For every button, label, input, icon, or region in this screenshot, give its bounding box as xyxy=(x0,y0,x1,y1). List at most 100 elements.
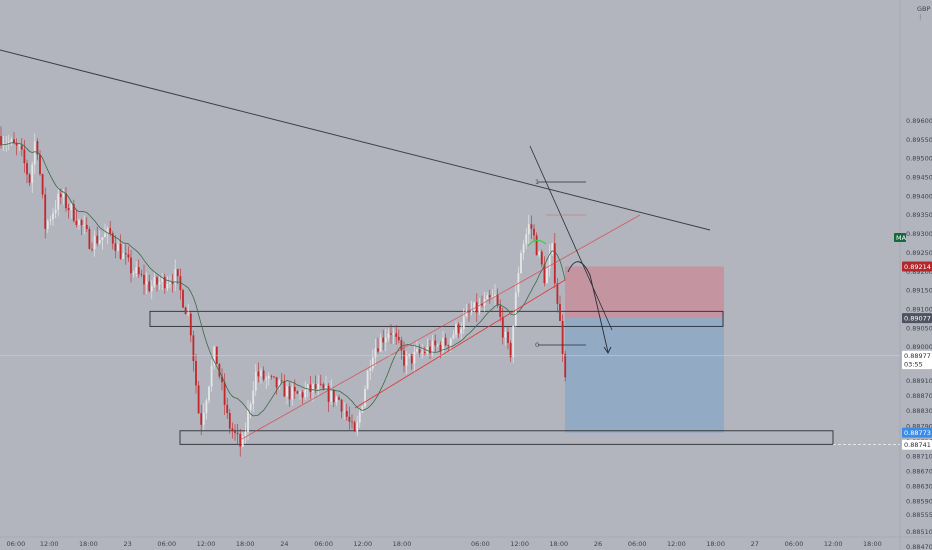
candle-body xyxy=(507,331,509,343)
candle-body xyxy=(171,282,174,284)
candle-body xyxy=(161,276,164,283)
candle-body xyxy=(291,386,294,400)
price-tick-label: 0.88590 xyxy=(906,498,932,506)
candle-body xyxy=(335,397,338,403)
candle-body xyxy=(109,228,112,234)
candle-body xyxy=(306,384,309,391)
candle-body xyxy=(111,233,114,244)
time-tick-label: 27 xyxy=(751,540,759,548)
time-tick-label: 18:00 xyxy=(393,540,412,548)
candle-body xyxy=(447,345,450,347)
candle-body xyxy=(288,386,291,400)
candle-body xyxy=(44,194,47,229)
candle-body xyxy=(283,381,286,397)
candle-body xyxy=(460,328,463,334)
candle-body xyxy=(517,273,520,293)
price-tag-label: 0.88773 xyxy=(904,429,931,437)
candle-body xyxy=(163,276,166,289)
price-tag-label: 0.88741 xyxy=(904,441,931,449)
candle-body xyxy=(356,422,359,432)
candle-body xyxy=(135,267,138,274)
candle-body xyxy=(166,284,169,289)
candle-body xyxy=(72,204,75,221)
candle-body xyxy=(379,337,382,352)
candle-body xyxy=(215,346,218,364)
candle-body xyxy=(153,277,156,287)
candle-body xyxy=(18,145,21,147)
candle-body xyxy=(494,294,496,297)
candle-body xyxy=(205,400,208,414)
candle-body xyxy=(104,233,106,238)
candle-body xyxy=(187,313,190,315)
candle-body xyxy=(556,283,559,304)
candle-body xyxy=(338,397,340,400)
candle-body xyxy=(416,349,418,352)
candle-body xyxy=(423,351,426,353)
candle-body xyxy=(309,384,312,392)
ma-badge xyxy=(894,233,906,242)
time-tick-label: 06:00 xyxy=(785,540,804,548)
trendline-drawings[interactable]: 10 xyxy=(0,49,900,446)
candle-body xyxy=(114,243,117,251)
candle-body xyxy=(75,220,78,225)
settings-dots-icon[interactable]: ⋮ xyxy=(917,13,924,21)
candle-body xyxy=(436,344,439,346)
time-axis[interactable]: 06:00 12:00 18:00 23 06:00 12:00 18:00 24 06:00 1… xyxy=(0,536,932,548)
candle-body xyxy=(117,244,119,251)
candle-body xyxy=(106,228,109,234)
candle-body xyxy=(530,224,533,229)
candle-body xyxy=(301,392,304,398)
candle-body xyxy=(270,375,273,377)
candle-body xyxy=(475,302,478,313)
price-tick-label: 0.89250 xyxy=(906,249,932,257)
moving-average-line xyxy=(0,142,566,417)
time-tick-label: 06:00 xyxy=(628,540,647,548)
descending-trendline xyxy=(0,49,711,231)
candle-body xyxy=(405,355,408,366)
candle-body xyxy=(140,274,143,276)
candle-body xyxy=(137,267,140,275)
arrow-head-icon xyxy=(603,346,612,354)
ma-badge-label: MA xyxy=(896,234,907,242)
candle-body xyxy=(390,333,392,335)
candle-body xyxy=(234,430,236,433)
candle-body xyxy=(304,390,307,398)
support-resistance-zones[interactable] xyxy=(149,310,834,445)
candle-body xyxy=(241,436,244,447)
candle-body xyxy=(195,360,197,386)
candle-body xyxy=(20,145,23,150)
take-profit-zone xyxy=(565,318,724,433)
candle-body xyxy=(538,251,541,256)
candle-body xyxy=(543,264,546,284)
candle-body xyxy=(509,342,512,358)
candle-body xyxy=(130,257,132,274)
candle-body xyxy=(286,386,288,397)
candle-body xyxy=(377,348,379,352)
candle-body xyxy=(169,282,171,285)
price-tick-label: 0.88910 xyxy=(906,377,932,385)
candle-body xyxy=(122,253,125,259)
candle-body xyxy=(403,350,405,366)
time-tick-label: 18:00 xyxy=(863,540,882,548)
candle-body xyxy=(408,354,411,356)
currency-label: GBP xyxy=(917,5,930,13)
candle-body xyxy=(39,154,41,175)
price-tick-label: 0.89350 xyxy=(906,211,932,219)
candle-body xyxy=(488,295,491,298)
candle-body xyxy=(150,286,153,292)
candle-body xyxy=(197,385,200,414)
candle-body xyxy=(36,141,39,155)
candle-body xyxy=(514,292,517,326)
candle-body xyxy=(41,174,44,195)
short-position-tool[interactable] xyxy=(565,266,724,433)
candle-body xyxy=(384,337,387,343)
candle-body xyxy=(439,344,442,352)
candle-body xyxy=(231,428,234,431)
candle-body xyxy=(254,371,257,391)
price-tick-label: 0.89500 xyxy=(906,155,932,163)
candle-body xyxy=(210,365,213,387)
time-tick-label: 18:00 xyxy=(549,540,568,548)
candle-body xyxy=(348,416,351,422)
candle-body xyxy=(296,391,299,394)
